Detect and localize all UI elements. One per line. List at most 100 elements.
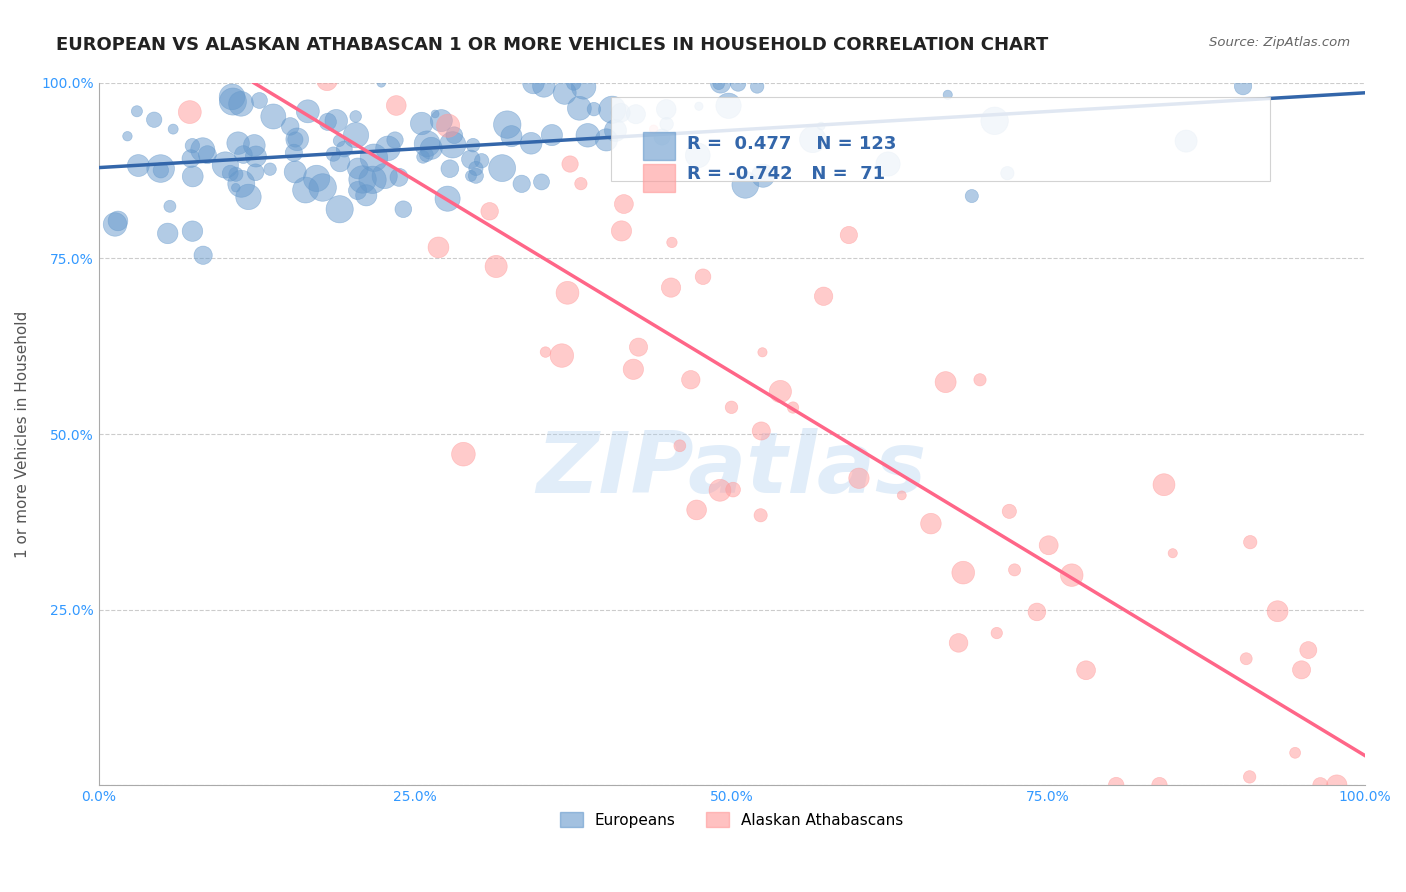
Point — [1105, 778, 1128, 792]
Point — [720, 401, 742, 415]
Point — [551, 349, 574, 363]
Point — [283, 145, 305, 160]
Point — [952, 566, 974, 580]
Point — [491, 161, 513, 175]
Point — [430, 113, 453, 128]
Legend: Europeans, Alaskan Athabascans: Europeans, Alaskan Athabascans — [554, 805, 910, 834]
Point — [380, 41, 402, 55]
Point — [572, 79, 595, 94]
Point — [613, 197, 636, 211]
Point — [329, 202, 352, 217]
Point — [769, 384, 792, 399]
Point — [420, 141, 443, 155]
Point — [219, 166, 242, 180]
Point — [357, 68, 380, 82]
Point — [370, 76, 392, 90]
Point — [568, 101, 591, 115]
Point — [184, 41, 207, 55]
Point — [1284, 746, 1306, 760]
Point — [969, 373, 991, 387]
Point — [436, 192, 458, 206]
Point — [416, 136, 439, 151]
Text: R =  0.477    N = 123: R = 0.477 N = 123 — [688, 135, 897, 153]
Point — [749, 508, 772, 523]
Point — [329, 155, 352, 169]
Point — [582, 102, 605, 116]
Point — [810, 119, 832, 133]
Point — [1232, 79, 1254, 94]
Point — [225, 180, 247, 194]
Point — [411, 116, 433, 130]
Point — [385, 98, 408, 112]
Point — [461, 138, 484, 153]
Point — [651, 130, 673, 145]
Point — [710, 76, 733, 90]
Point — [935, 375, 957, 389]
Point — [541, 128, 564, 142]
Point — [149, 163, 172, 178]
Point — [1149, 778, 1171, 792]
Point — [501, 129, 523, 144]
Point — [747, 79, 769, 94]
Point — [352, 172, 374, 186]
Point — [1175, 134, 1198, 148]
Point — [328, 134, 350, 148]
Point — [392, 202, 415, 217]
Point — [782, 401, 804, 415]
Point — [1239, 535, 1261, 549]
Point — [610, 224, 633, 238]
Point — [533, 78, 555, 93]
Point — [557, 285, 579, 300]
Point — [920, 516, 942, 531]
Point — [464, 169, 486, 183]
Point — [1161, 546, 1184, 560]
Point — [117, 129, 139, 144]
Point — [439, 161, 461, 176]
Point — [734, 178, 756, 192]
Point — [659, 280, 682, 294]
Text: Source: ZipAtlas.com: Source: ZipAtlas.com — [1209, 36, 1350, 49]
Point — [717, 99, 740, 113]
Point — [478, 204, 501, 219]
Point — [204, 41, 226, 55]
Point — [316, 73, 339, 87]
Point — [1291, 663, 1313, 677]
Point — [225, 167, 247, 181]
Point — [125, 104, 148, 119]
Point — [181, 224, 204, 238]
Point — [181, 169, 204, 184]
Point — [709, 483, 731, 498]
Point — [155, 41, 177, 55]
Point — [179, 105, 201, 120]
Point — [346, 184, 368, 198]
Point — [558, 157, 581, 171]
Point — [231, 177, 253, 191]
Point — [983, 113, 1005, 128]
Point — [692, 269, 714, 284]
Point — [1267, 604, 1289, 618]
Point — [333, 142, 356, 156]
Point — [453, 447, 475, 461]
Point — [661, 235, 683, 250]
Point — [89, 41, 111, 55]
Point — [621, 362, 644, 376]
Point — [464, 161, 486, 176]
Point — [232, 147, 254, 161]
Point — [813, 289, 835, 303]
Point — [243, 138, 266, 153]
Point — [471, 153, 494, 168]
Point — [156, 227, 179, 241]
Point — [347, 41, 370, 55]
Point — [107, 214, 129, 228]
Bar — [643, 164, 675, 192]
Point — [427, 240, 450, 254]
Point — [195, 147, 218, 161]
Point — [707, 77, 730, 91]
Point — [569, 177, 592, 191]
Point — [562, 76, 585, 90]
Point — [948, 636, 970, 650]
Point — [180, 152, 202, 166]
Point — [245, 149, 267, 163]
Point — [995, 166, 1018, 180]
Point — [415, 148, 437, 162]
